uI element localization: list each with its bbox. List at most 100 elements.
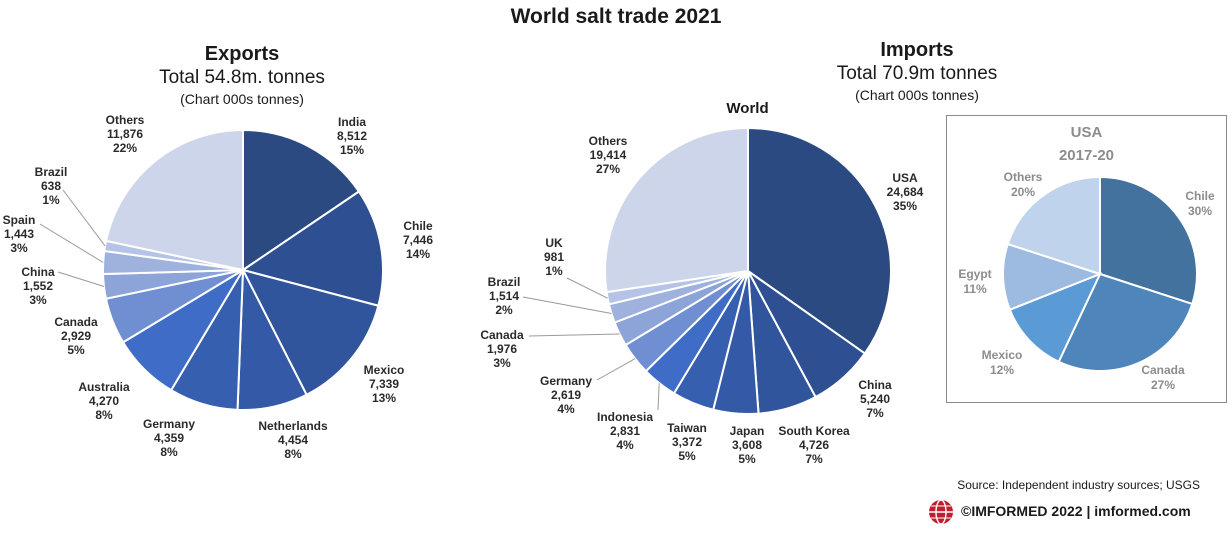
- exports-label-chile-line-2: 7,446: [403, 233, 433, 247]
- exports-label-netherlands-line-3: 8%: [284, 447, 302, 461]
- exports-title: Exports: [204, 43, 280, 65]
- imports-world-pie: USA 24,684 35%China 5,240 7%South Korea 4,726…: [480, 126, 924, 466]
- imports-world-label-canada-line-2: 1,976: [487, 342, 517, 356]
- globe-logo-icon: [929, 499, 953, 525]
- imports-usa-2017-20-label-mexico-line-1: Mexico: [982, 348, 1023, 362]
- imports-world-label-canada: Canada 1,976 3%: [480, 328, 524, 370]
- imports-world-label-indonesia-line-1: Indonesia: [597, 410, 653, 424]
- usa-inset-title-line2: 2017-20: [1058, 147, 1115, 164]
- exports-label-others-line-3: 22%: [113, 141, 137, 155]
- imports-world-label-china-line-1: China: [858, 378, 892, 392]
- world-pie-label: World: [726, 100, 769, 117]
- imports-world-label-south-korea-line-3: 7%: [805, 452, 823, 466]
- exports-unit-note: (Chart 000s tonnes): [180, 91, 304, 107]
- exports-label-chile-line-1: Chile: [403, 219, 433, 233]
- exports-leader-spain: [39, 223, 104, 263]
- exports-pie: India 8,512 15% Chile 7,446 14% Mexico 7,339 13%…: [3, 113, 434, 461]
- imports-usa-2017-20-slice-canada: [1057, 272, 1194, 372]
- imports-usa-2017-20-label-chile-line-2: 30%: [1188, 204, 1212, 218]
- imports-world-label-japan: Japan 3,608 5%: [730, 424, 765, 466]
- imports-world-label-south-korea: South Korea 4,726 7%: [778, 424, 850, 466]
- imports-usa-2017-20-label-others-line-2: 20%: [1011, 185, 1035, 199]
- exports-slice-mexico: [241, 268, 380, 397]
- imports-world-label-others: Others 19,414 27%: [589, 134, 628, 176]
- imports-usa-2017-20-label-mexico-line-2: 12%: [990, 363, 1014, 377]
- imports-world-label-uk-line-3: 1%: [545, 264, 563, 278]
- brand-text: ©IMFORMED 2022 | imformed.com: [961, 503, 1191, 519]
- imports-world-label-canada-line-1: Canada: [480, 328, 524, 342]
- exports-label-spain-line-3: 3%: [10, 241, 28, 255]
- exports-slice-chile: [240, 190, 385, 307]
- imports-world-label-china-line-2: 5,240: [860, 392, 890, 406]
- imports-world-label-taiwan: Taiwan 3,372 5%: [667, 421, 707, 463]
- exports-label-chile: Chile 7,446 14%: [403, 219, 433, 261]
- exports-label-mexico-line-1: Mexico: [364, 363, 405, 377]
- imports-usa-2017-20-label-others: Others 20%: [1004, 170, 1043, 199]
- exports-label-germany-line-3: 8%: [160, 445, 178, 459]
- exports-label-india-line-1: India: [338, 115, 366, 129]
- exports-label-china-line-1: China: [21, 265, 55, 279]
- exports-label-china: China 1,552 3%: [21, 265, 55, 307]
- usa-inset-title-line1: USA: [1070, 124, 1103, 141]
- exports-label-netherlands: Netherlands 4,454 8%: [258, 419, 328, 461]
- imports-world-label-brazil: Brazil 1,514 2%: [488, 275, 521, 317]
- exports-label-others-line-2: 11,876: [107, 127, 143, 141]
- imports-usa-2017-20-label-canada-line-1: Canada: [1141, 363, 1185, 377]
- exports-label-india-line-2: 8,512: [337, 129, 367, 143]
- imports-world-label-others-line-1: Others: [589, 134, 628, 148]
- exports-slice-others: [104, 128, 244, 272]
- imports-usa-2017-20-label-chile: Chile 30%: [1185, 189, 1215, 218]
- imports-title: Imports: [880, 39, 954, 61]
- exports-label-australia: Australia 4,270 8%: [78, 380, 130, 422]
- exports-label-netherlands-line-1: Netherlands: [258, 419, 328, 433]
- exports-label-china-line-2: 1,552: [23, 279, 53, 293]
- exports-label-spain-line-1: Spain: [3, 213, 36, 227]
- imports-world-leader-uk: [566, 277, 608, 299]
- imports-world-label-china-line-3: 7%: [866, 406, 884, 420]
- exports-label-canada: Canada 2,929 5%: [54, 315, 98, 357]
- imports-usa-2017-20-label-egypt: Egypt 11%: [958, 267, 991, 296]
- exports-label-netherlands-line-2: 4,454: [278, 433, 308, 447]
- exports-label-australia-line-1: Australia: [78, 380, 130, 394]
- exports-label-india: India 8,512 15%: [337, 115, 367, 157]
- exports-label-china-line-3: 3%: [29, 293, 47, 307]
- imports-usa-2017-20-label-egypt-line-2: 11%: [963, 282, 987, 296]
- imports-usa-2017-20-label-egypt-line-1: Egypt: [958, 267, 991, 281]
- exports-leader-china: [57, 271, 105, 287]
- exports-label-others-line-1: Others: [106, 113, 145, 127]
- imports-world-slice-usa: [747, 126, 892, 355]
- imports-world-label-taiwan-line-2: 3,372: [672, 435, 702, 449]
- imports-world-label-indonesia-line-3: 4%: [616, 438, 634, 452]
- imports-world-label-taiwan-line-3: 5%: [678, 449, 696, 463]
- imports-world-label-south-korea-line-1: South Korea: [778, 424, 850, 438]
- exports-total: Total 54.8m. tonnes: [159, 67, 325, 88]
- exports-label-canada-line-2: 2,929: [61, 329, 91, 343]
- imports-world-label-japan-line-2: 3,608: [732, 438, 762, 452]
- source-note: Source: Independent industry sources; US…: [957, 478, 1200, 492]
- imports-world-label-japan-line-1: Japan: [730, 424, 765, 438]
- imports-world-label-germany-line-3: 4%: [557, 402, 575, 416]
- imports-usa-2017-20-label-canada: Canada 27%: [1141, 363, 1185, 392]
- imports-world-label-canada-line-3: 3%: [493, 356, 511, 370]
- imports-world-label-germany-line-1: Germany: [540, 374, 592, 388]
- exports-label-germany-line-2: 4,359: [154, 431, 184, 445]
- imports-world-label-germany: Germany 2,619 4%: [540, 374, 592, 416]
- imports-usa-2017-20-label-canada-line-2: 27%: [1151, 378, 1175, 392]
- imports-unit-note: (Chart 000s tonnes): [855, 87, 979, 103]
- exports-label-canada-line-1: Canada: [54, 315, 98, 329]
- exports-label-australia-line-2: 4,270: [89, 394, 119, 408]
- imports-usa-2017-20-label-chile-line-1: Chile: [1185, 189, 1215, 203]
- imports-world-leader-brazil: [522, 296, 612, 314]
- imports-world-leader-canada: [528, 333, 620, 337]
- exports-label-chile-line-3: 14%: [406, 247, 430, 261]
- exports-label-germany-line-1: Germany: [143, 417, 195, 431]
- imports-world-label-usa: USA 24,684 35%: [887, 171, 924, 213]
- imports-world-label-china: China 5,240 7%: [858, 378, 892, 420]
- imports-world-label-others-line-3: 27%: [596, 162, 620, 176]
- imports-world-label-indonesia-line-2: 2,831: [610, 424, 640, 438]
- exports-label-canada-line-3: 5%: [67, 343, 85, 357]
- imports-world-label-uk-line-1: UK: [545, 236, 563, 250]
- exports-label-brazil-line-1: Brazil: [35, 165, 68, 179]
- exports-label-others: Others 11,876 22%: [106, 113, 145, 155]
